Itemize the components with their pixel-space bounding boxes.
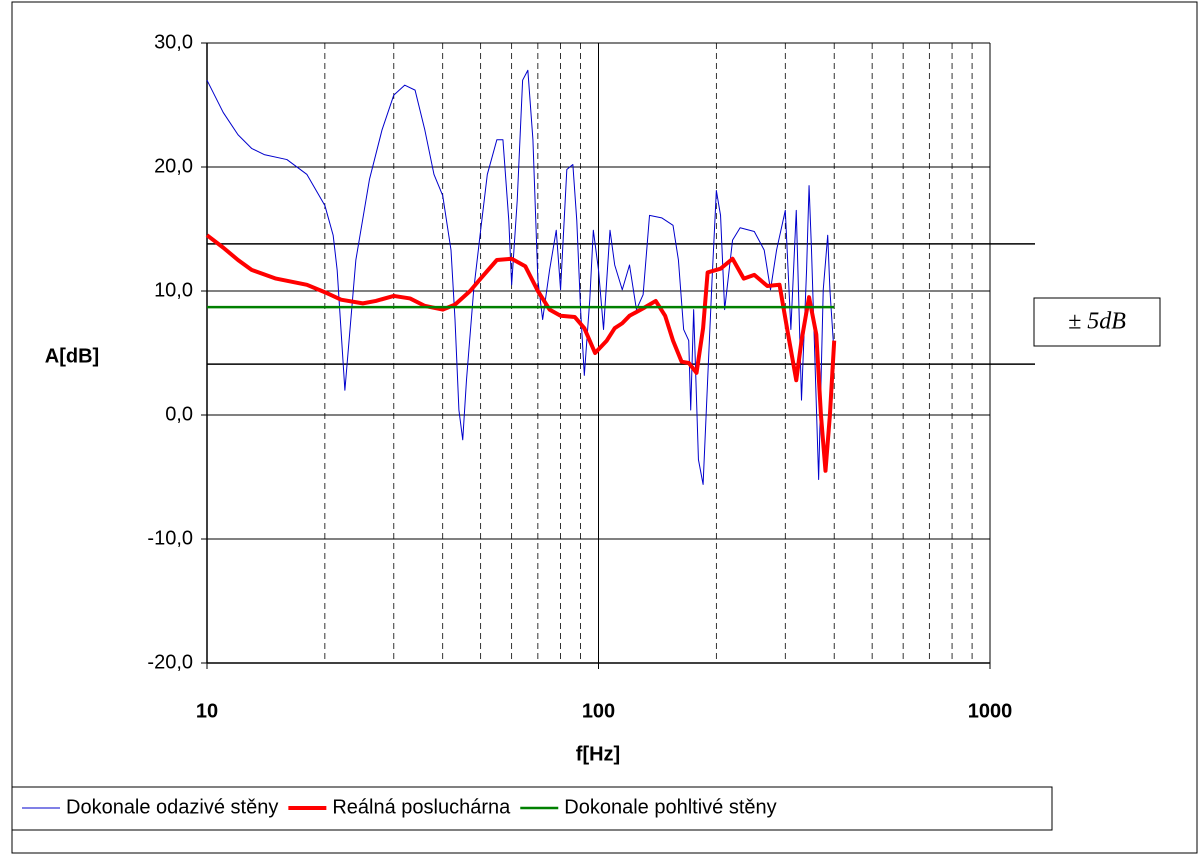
series-line: [206, 69, 835, 485]
legend-label: Dokonale odazivé stěny: [66, 796, 278, 818]
annotation-box: [1033, 297, 1161, 347]
x-tick-label: 1000: [968, 700, 1013, 722]
x-tick-label: 10: [196, 700, 218, 722]
y-tick-label: 10,0: [154, 279, 193, 301]
x-axis-label: f[Hz]: [576, 743, 620, 765]
legend-label: Reálná posluchárna: [332, 796, 511, 818]
chart-frame: [11, 1, 1198, 854]
y-tick-label: -20,0: [147, 651, 193, 673]
legend-label: Dokonale pohltivé stěny: [564, 796, 776, 818]
annotation: ± 5dB: [1068, 309, 1126, 335]
y-tick-label: 20,0: [154, 155, 193, 177]
x-tick-label: 100: [582, 700, 615, 722]
y-axis-label: A[dB]: [45, 345, 99, 367]
y-tick-label: -10,0: [147, 527, 193, 549]
y-tick-label: 30,0: [154, 31, 193, 53]
series-line: [205, 233, 837, 473]
y-tick-label: 0,0: [165, 403, 193, 425]
